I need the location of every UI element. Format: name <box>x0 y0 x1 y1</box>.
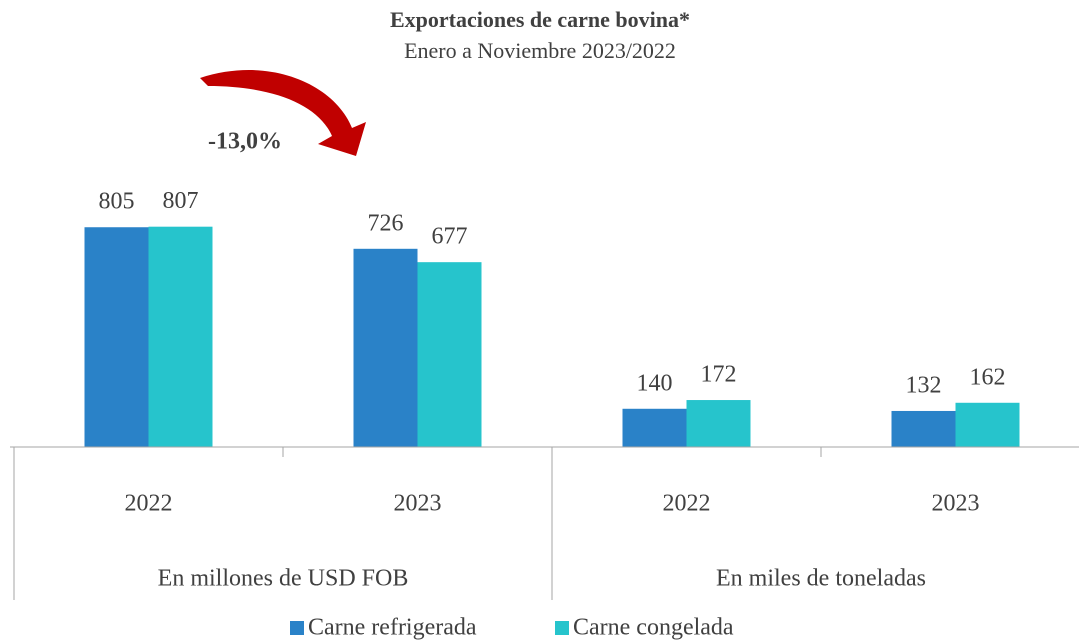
value-label: 162 <box>970 364 1006 390</box>
trend-arrow <box>200 70 366 156</box>
group-label: En millones de USD FOB <box>158 566 409 592</box>
x-tick-label: 2022 <box>663 491 711 517</box>
bar <box>417 262 482 447</box>
bar <box>891 410 956 447</box>
bar <box>84 227 149 447</box>
value-label: 172 <box>701 362 737 388</box>
x-tick-label: 2022 <box>125 491 173 517</box>
value-label: 140 <box>637 370 673 396</box>
legend-label: Carne refrigerada <box>308 615 477 641</box>
chart-title: Exportaciones de carne bovina* <box>390 7 690 32</box>
value-label: 677 <box>432 224 468 250</box>
bar <box>353 248 418 447</box>
legend-label: Carne congelada <box>573 615 734 641</box>
bar <box>955 402 1020 447</box>
annotation: -13,0% <box>208 129 282 155</box>
chart-subtitle: Enero a Noviembre 2023/2022 <box>404 38 676 63</box>
legend-swatch <box>555 621 569 635</box>
value-label: 805 <box>99 189 135 215</box>
bar <box>148 226 213 447</box>
bar <box>622 408 687 447</box>
group-label: En miles de toneladas <box>716 566 926 592</box>
x-tick-label: 2023 <box>394 491 442 517</box>
legend-swatch <box>290 621 304 635</box>
value-label: 807 <box>163 188 199 214</box>
x-tick-label: 2023 <box>932 491 980 517</box>
bar <box>686 400 751 447</box>
value-label: 132 <box>906 372 942 398</box>
value-label: 726 <box>368 210 404 236</box>
